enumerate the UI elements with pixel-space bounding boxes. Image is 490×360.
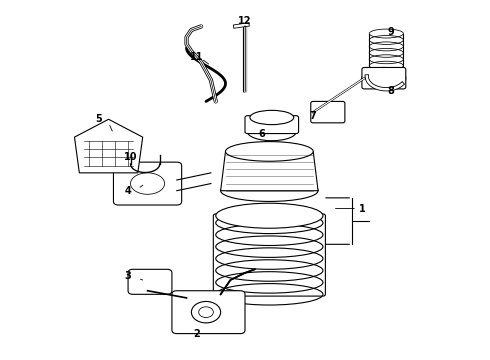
Text: 6: 6 (259, 129, 266, 139)
FancyBboxPatch shape (311, 102, 345, 123)
Text: 10: 10 (124, 152, 137, 162)
Ellipse shape (216, 203, 323, 228)
Text: 2: 2 (193, 329, 199, 339)
Text: 12: 12 (238, 16, 252, 26)
Polygon shape (74, 119, 143, 173)
Ellipse shape (362, 67, 406, 89)
Text: 8: 8 (388, 86, 394, 96)
Polygon shape (220, 152, 318, 191)
Ellipse shape (247, 123, 296, 141)
Text: 1: 1 (359, 203, 366, 213)
FancyBboxPatch shape (128, 269, 172, 294)
Ellipse shape (225, 141, 313, 161)
Text: 11: 11 (190, 52, 203, 62)
Text: 3: 3 (124, 271, 131, 282)
Ellipse shape (220, 180, 318, 202)
FancyBboxPatch shape (114, 162, 182, 205)
FancyBboxPatch shape (172, 291, 245, 334)
FancyBboxPatch shape (245, 116, 298, 134)
Text: 9: 9 (388, 27, 394, 37)
Ellipse shape (250, 111, 294, 125)
Text: 5: 5 (96, 114, 102, 124)
FancyBboxPatch shape (362, 67, 406, 89)
Text: 7: 7 (310, 111, 317, 121)
Text: 4: 4 (124, 186, 131, 196)
Ellipse shape (313, 103, 343, 121)
